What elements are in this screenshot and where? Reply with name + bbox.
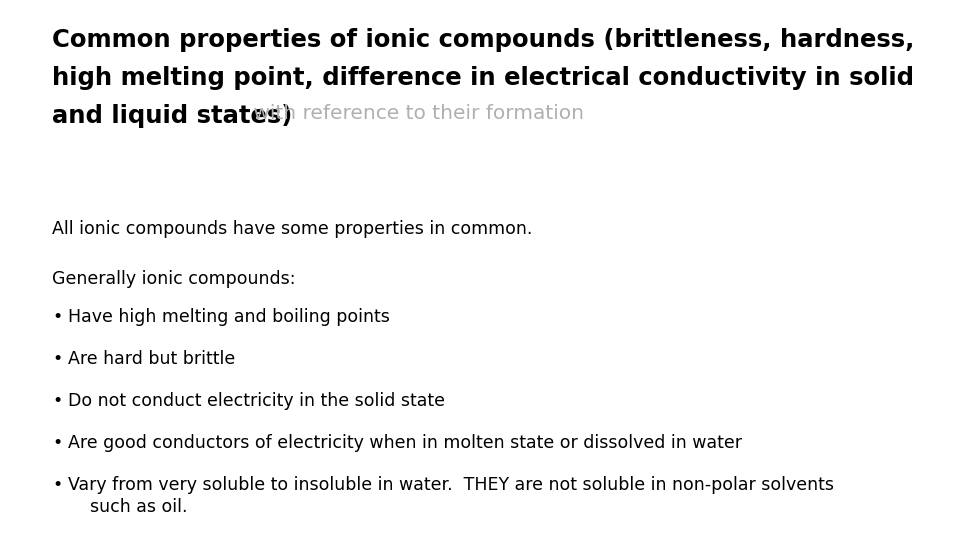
Text: •: • — [52, 392, 62, 410]
Text: Are hard but brittle: Are hard but brittle — [68, 350, 235, 368]
Text: •: • — [52, 476, 62, 494]
Text: Do not conduct electricity in the solid state: Do not conduct electricity in the solid … — [68, 392, 445, 410]
Text: Common properties of ionic compounds (brittleness, hardness,: Common properties of ionic compounds (br… — [52, 28, 914, 52]
Text: Vary from very soluble to insoluble in water.  THEY are not soluble in non-polar: Vary from very soluble to insoluble in w… — [68, 476, 834, 516]
Text: high melting point, difference in electrical conductivity in solid: high melting point, difference in electr… — [52, 66, 914, 90]
Text: with reference to their formation: with reference to their formation — [247, 104, 584, 123]
Text: •: • — [52, 350, 62, 368]
Text: Are good conductors of electricity when in molten state or dissolved in water: Are good conductors of electricity when … — [68, 434, 742, 452]
Text: Generally ionic compounds:: Generally ionic compounds: — [52, 270, 296, 288]
Text: Have high melting and boiling points: Have high melting and boiling points — [68, 308, 390, 326]
Text: All ionic compounds have some properties in common.: All ionic compounds have some properties… — [52, 220, 533, 238]
Text: •: • — [52, 434, 62, 452]
Text: and liquid states): and liquid states) — [52, 104, 293, 128]
Text: •: • — [52, 308, 62, 326]
